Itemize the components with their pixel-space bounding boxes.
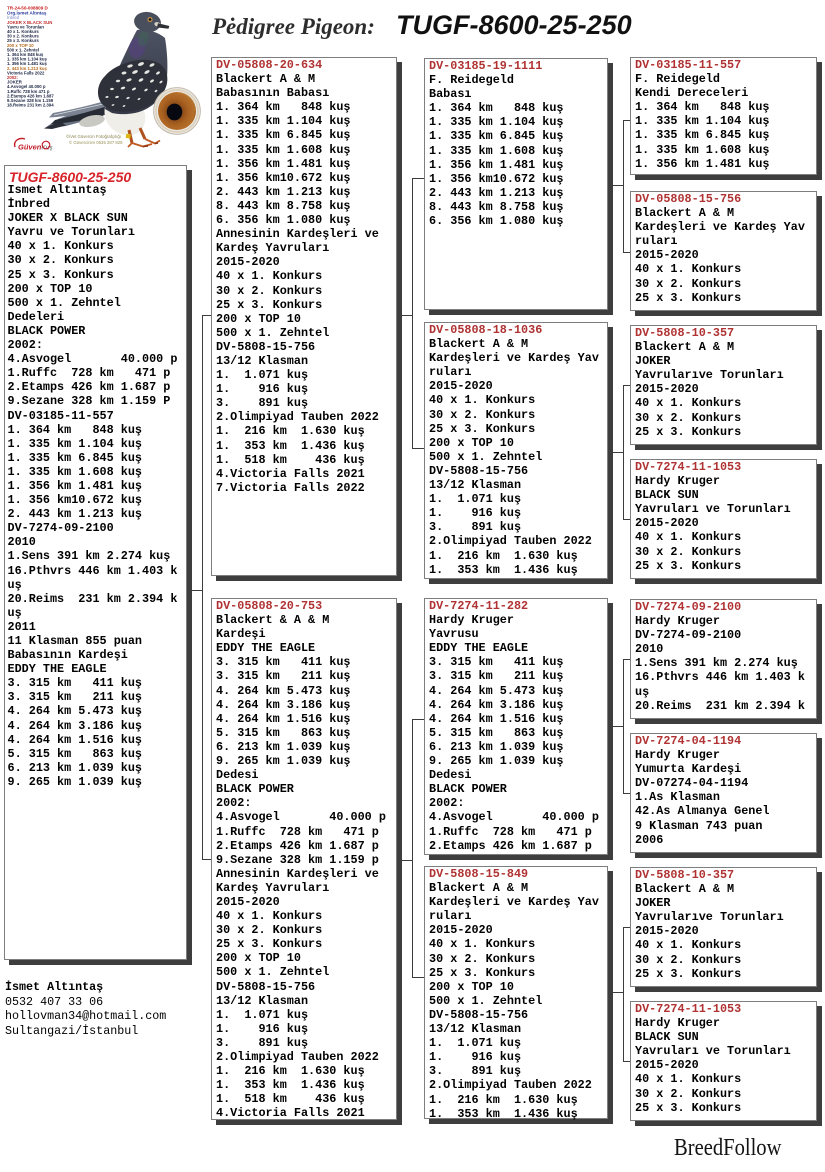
svg-text:25 x 3. Konkurs: 25 x 3. Konkurs — [7, 38, 39, 43]
svg-text:2002:: 2002: — [7, 75, 19, 80]
svg-text:2. 443 km 1.213 kuş: 2. 443 km 1.213 kuş — [7, 66, 48, 71]
svg-text:©iVet Güvercin Fotoğrafçılığı: ©iVet Güvercin Fotoğrafçılığı — [66, 134, 121, 139]
svg-text:Victoria Falls 2022: Victoria Falls 2022 — [7, 70, 45, 75]
svg-text:1. 356 km 1.481 kuş: 1. 356 km 1.481 kuş — [7, 61, 48, 66]
svg-text:30 x 2. Konkurs: 30 x 2. Konkurs — [7, 34, 39, 39]
svg-text:40 x 1. Konkurs: 40 x 1. Konkurs — [7, 29, 39, 34]
svg-text:18.Reims 231 km 2.394: 18.Reims 231 km 2.394 — [7, 103, 54, 108]
svg-text:Org.İsmet Altıntaş: Org.İsmet Altıntaş — [7, 10, 47, 16]
svg-text:1. 335 km 1.104 kuş: 1. 335 km 1.104 kuş — [7, 57, 48, 62]
svg-text:1.Ruffc 728 km 471 p: 1.Ruffc 728 km 471 p — [7, 89, 50, 94]
svg-text:© Güvercinim 0535 287 828: © Güvercinim 0535 287 828 — [69, 140, 123, 145]
svg-text:İnbred: İnbred — [7, 15, 20, 20]
svg-text:500 x 1. Zehntel: 500 x 1. Zehntel — [7, 47, 39, 52]
svg-text:200 x TOP 10: 200 x TOP 10 — [7, 43, 34, 48]
svg-text:JOKER X BLACK SUN: JOKER X BLACK SUN — [7, 20, 52, 25]
svg-text:9.Sezane 328 km 1.159: 9.Sezane 328 km 1.159 — [7, 98, 54, 103]
svg-text:TR-24-50-008809 D: TR-24-50-008809 D — [7, 6, 49, 11]
svg-text:1. 364 km 848 kuş: 1. 364 km 848 kuş — [7, 52, 44, 57]
svg-text:JOKER: JOKER — [7, 80, 23, 85]
svg-text:Yavru ve Torunları: Yavru ve Torunları — [7, 24, 44, 29]
svg-text:2.Etamps 426 km 1.687: 2.Etamps 426 km 1.687 — [7, 93, 54, 98]
svg-text:4.Asvogel 40.000 p: 4.Asvogel 40.000 p — [7, 84, 46, 89]
svg-text:GüvenKuş: GüvenKuş — [18, 143, 53, 152]
